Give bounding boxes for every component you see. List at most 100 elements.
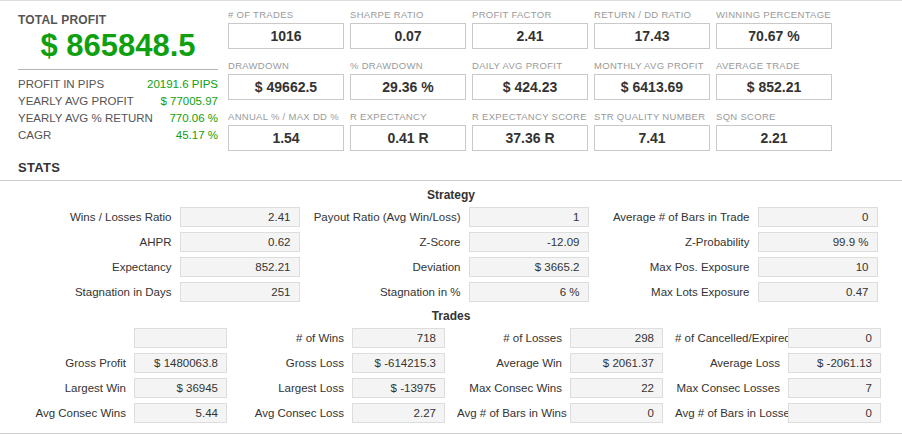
metric-label: AVERAGE TRADE	[716, 60, 832, 71]
summary-row-value: 20191.6 PIPS	[147, 78, 218, 90]
metric-value: 17.43	[594, 23, 710, 49]
trades-label: Gross Profit	[21, 357, 134, 369]
strategy-cell: Z-Probability99.9 %	[603, 232, 878, 252]
stats-divider	[0, 180, 902, 181]
summary-row-value: 770.06 %	[169, 112, 218, 124]
trades-cell	[21, 328, 227, 348]
trades-value: $ 1480063.8	[134, 353, 227, 373]
trades-value: 2.27	[352, 403, 445, 423]
summary-row-label: YEARLY AVG % RETURN	[18, 112, 153, 124]
trades-label: Max Consec Wins	[457, 382, 570, 394]
trades-value: 0	[570, 403, 663, 423]
strategy-label: Stagnation in %	[314, 286, 469, 298]
trades-cell: Avg # of Bars in Wins0	[457, 403, 663, 423]
metric-cell: ANNUAL % / MAX DD %1.54	[228, 111, 344, 151]
strategy-cell: Payout Ratio (Avg Win/Loss)1	[314, 207, 589, 227]
trades-cell: Average Loss$ -2061.13	[675, 353, 881, 373]
strategy-cell: Average # of Bars in Trade0	[603, 207, 878, 227]
strategy-value: 10	[758, 257, 878, 277]
total-profit-panel: TOTAL PROFIT $ 865848.5 PROFIT IN PIPS20…	[18, 9, 218, 151]
metric-value: 0.41 R	[350, 125, 466, 151]
trades-cell: Largest Win$ 36945	[21, 378, 227, 398]
metric-label: R EXPECTANCY	[350, 111, 466, 122]
metric-label: WINNING PERCENTAGE	[716, 9, 832, 20]
strategy-label: Stagnation in Days	[25, 286, 180, 298]
strategy-label: Max Pos. Exposure	[603, 261, 758, 273]
metrics-grid: # OF TRADES1016 SHARPE RATIO 0.07PROFIT FA…	[228, 9, 892, 151]
metric-label: SHARPE RATIO	[350, 9, 466, 20]
metric-cell: # OF TRADES1016	[228, 9, 344, 49]
metric-cell: DRAWDOWN $ 49662.5	[228, 60, 344, 100]
metric-value: $ 49662.5	[228, 74, 344, 100]
metric-cell: AVERAGE TRADE $ 852.21	[716, 60, 832, 100]
strategy-label: Average # of Bars in Trade	[603, 211, 758, 223]
strategy-value: 852.21	[180, 257, 300, 277]
strategy-cell: Z-Score-12.09	[314, 232, 589, 252]
trades-label: Average Win	[457, 357, 570, 369]
trades-value: $ -614215.3	[352, 353, 445, 373]
trades-label: Gross Loss	[239, 357, 352, 369]
summary-row-label: CAGR	[18, 129, 51, 141]
metric-label: DAILY AVG PROFIT	[472, 60, 588, 71]
strategy-cell: AHPR0.62	[25, 232, 300, 252]
summary-and-metrics-section: TOTAL PROFIT $ 865848.5 PROFIT IN PIPS20…	[0, 1, 902, 151]
metric-cell: STR QUALITY NUMBER7.41	[594, 111, 710, 151]
trades-value: 5.44	[134, 403, 227, 423]
trades-value: 0	[788, 328, 881, 348]
trades-value: $ -2061.13	[788, 353, 881, 373]
metric-cell: PROFIT FACTOR2.41	[472, 9, 588, 49]
backtest-report-page: TOTAL PROFIT $ 865848.5 PROFIT IN PIPS20…	[0, 0, 902, 434]
metric-value: 2.21	[716, 125, 832, 151]
metric-label: MONTHLY AVG PROFIT	[594, 60, 710, 71]
strategy-cell: Max Pos. Exposure10	[603, 257, 878, 277]
metric-label: STR QUALITY NUMBER	[594, 111, 710, 122]
strategy-value: 0.62	[180, 232, 300, 252]
metric-cell: SQN SCORE 2.21	[716, 111, 832, 151]
trades-label: # of Losses	[457, 332, 570, 344]
strategy-label: Wins / Losses Ratio	[25, 211, 180, 223]
summary-divider	[18, 69, 218, 70]
trades-cell: Largest Loss$ -13975	[239, 378, 445, 398]
strategy-cell: Wins / Losses Ratio2.41	[25, 207, 300, 227]
strategy-value: 0	[758, 207, 878, 227]
trades-value: 7	[788, 378, 881, 398]
trades-cell: Avg Consec Loss2.27	[239, 403, 445, 423]
trades-label: Avg Consec Wins	[21, 407, 134, 419]
metric-label: SQN SCORE	[716, 111, 832, 122]
metric-cell: SHARPE RATIO 0.07	[350, 9, 466, 49]
trades-value: $ -13975	[352, 378, 445, 398]
trades-label: Avg # of Bars in Wins	[457, 407, 570, 419]
trades-value	[134, 328, 227, 348]
metric-cell: R EXPECTANCY 0.41 R	[350, 111, 466, 151]
metric-value: 0.07	[350, 23, 466, 49]
metric-value: 1.54	[228, 125, 344, 151]
trades-label: # of Wins	[239, 332, 352, 344]
trades-label: Avg Consec Loss	[239, 407, 352, 419]
strategy-value: $ 3665.2	[469, 257, 589, 277]
summary-row-value: 45.17 %	[176, 129, 218, 141]
strategy-cell: Expectancy852.21	[25, 257, 300, 277]
metric-cell: MONTHLY AVG PROFIT $ 6413.69	[594, 60, 710, 100]
trades-value: $ 36945	[134, 378, 227, 398]
metric-cell: WINNING PERCENTAGE70.67 %	[716, 9, 832, 49]
summary-row-label: PROFIT IN PIPS	[18, 78, 104, 90]
metric-value: $ 852.21	[716, 74, 832, 100]
strategy-cell: Stagnation in %6 %	[314, 282, 589, 302]
strategy-label: Max Lots Exposure	[603, 286, 758, 298]
metric-value: $ 424.23	[472, 74, 588, 100]
trades-cell: Average Win$ 2061.37	[457, 353, 663, 373]
trades-label: Avg # of Bars in Losses	[675, 407, 788, 419]
metric-value: 1016	[228, 23, 344, 49]
summary-rows: PROFIT IN PIPS20191.6 PIPSYEARLY AVG PRO…	[18, 75, 218, 143]
summary-row: CAGR 45.17 %	[18, 126, 218, 143]
trades-cell: Gross Profit$ 1480063.8	[21, 353, 227, 373]
trades-cell: Avg Consec Wins5.44	[21, 403, 227, 423]
metric-label: DRAWDOWN	[228, 60, 344, 71]
total-profit-label: TOTAL PROFIT	[18, 13, 218, 27]
strategy-cell: Deviation$ 3665.2	[314, 257, 589, 277]
strategy-label: Expectancy	[25, 261, 180, 273]
strategy-value: 1	[469, 207, 589, 227]
metric-value: 37.36 R	[472, 125, 588, 151]
trades-cell: # of Losses298	[457, 328, 663, 348]
metric-value: $ 6413.69	[594, 74, 710, 100]
